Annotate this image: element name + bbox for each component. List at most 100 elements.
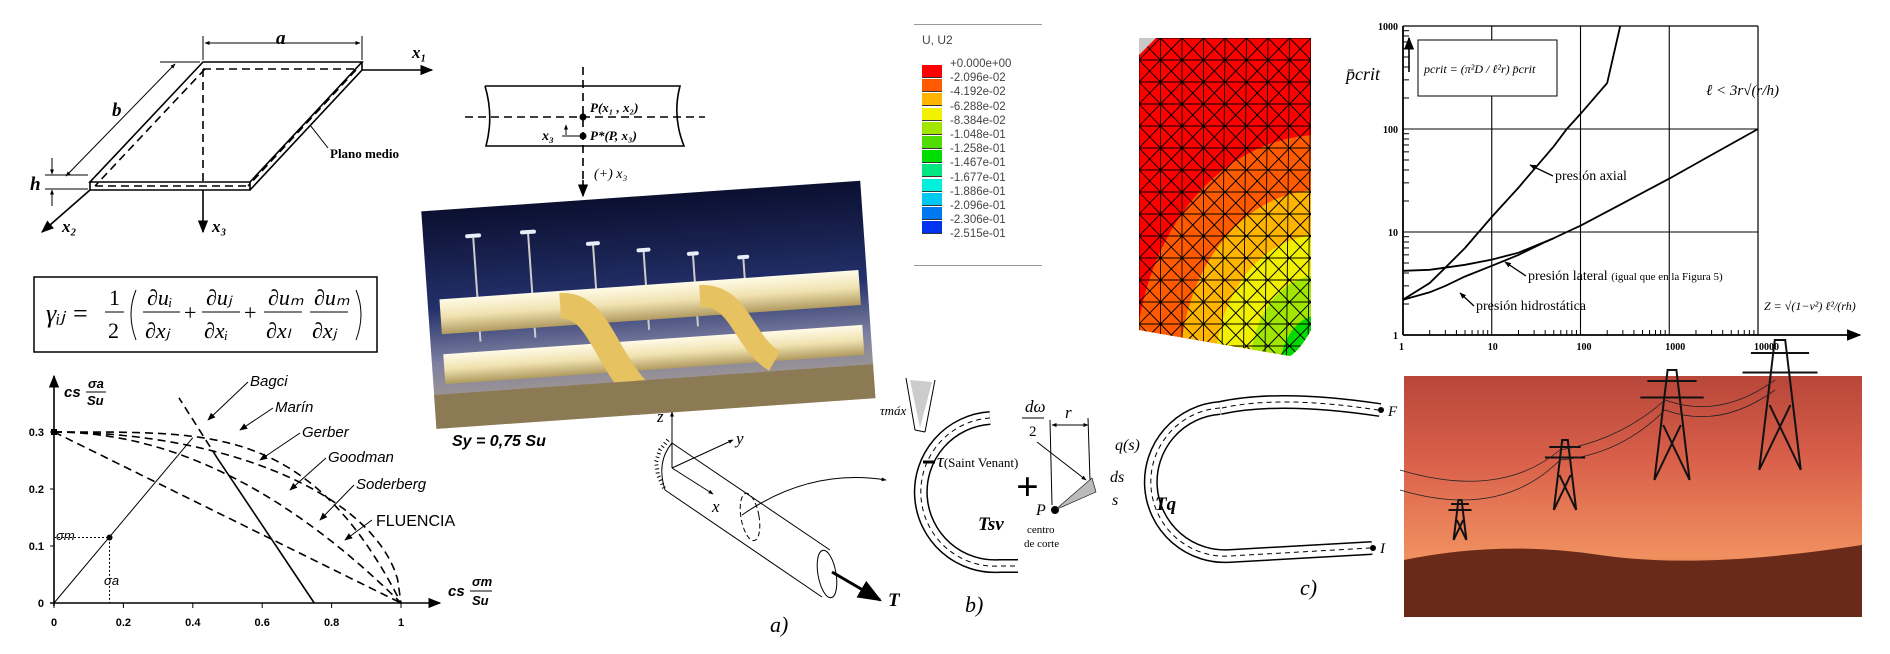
gc-y-tick: 0.1 (29, 541, 44, 553)
legend-swatch (922, 192, 942, 206)
eq-t3-num: ∂uₘ (268, 285, 304, 310)
plate-label-a: a (276, 28, 286, 49)
lc-annotation-arrow (1529, 164, 1554, 177)
lc-series-line (1402, 237, 1555, 301)
strain-equation: γᵢⱼ = 1 2 ∂uᵢ ∂xⱼ + ∂uⱼ ∂xᵢ + ∂uₘ ∂xₗ ∂u… (33, 276, 378, 353)
fatigue-criteria-chart: 0 0.2 0.4 0.6 0.8 100.10.20.3 cs σa Su cs σm … (29, 373, 493, 629)
gc-x-tick: 0.4 (185, 617, 201, 629)
legend-level: -1.886e-01 (950, 185, 1006, 198)
t-q-label: Tq (1155, 494, 1177, 515)
legend-swatch (922, 65, 942, 78)
torsion-figure: z y x T a) τmáx τ(Saint Venant) Tsv b) +… (653, 377, 1398, 637)
transmission-tower (1544, 439, 1586, 511)
gc-y-tick: 0.2 (29, 484, 44, 496)
point-p-torsion-label: P (1035, 502, 1046, 519)
gc-ylabel-den: Su (87, 393, 104, 408)
lc-x-tick: 10 (1488, 342, 1498, 353)
gc-x-tick: 1 (398, 617, 404, 629)
section-sketch: P(x₁ , x₂) P*(P, x₃) x₃ (+) x₃ (465, 67, 705, 198)
gc-label-soderberg: Soderberg (356, 476, 427, 493)
legend-level: -1.677e-01 (950, 171, 1006, 184)
eq-plus-1: + (184, 300, 196, 325)
lc-x-tick: 1000 (1665, 342, 1685, 353)
point-f-label: F (1387, 404, 1398, 420)
fem-legend: U, U2 +0.000e+00 -2.096e-02 -4.192e-02 -6.2… (914, 24, 1042, 266)
legend-swatch (922, 107, 942, 121)
lc-annotation-arrow (1459, 292, 1475, 307)
plate-label-b: b (112, 100, 122, 121)
transmission-tower (1742, 339, 1818, 471)
fem-mesh-plot (1139, 38, 1311, 356)
gc-operating-point (106, 534, 113, 541)
buckling-log-chart: 1 10 100 1000 10000 1 10 100 1000 p̄crit pcrit =… (1344, 22, 1862, 353)
legend-level: -6.288e-02 (950, 100, 1006, 113)
lc-annotation-arrow (1504, 261, 1527, 277)
point-i-label: I (1379, 541, 1386, 557)
lc-series-line (1402, 25, 1622, 301)
legend-level: -1.258e-01 (950, 143, 1006, 156)
d-omega-num: dω (1025, 397, 1046, 416)
pipes-photo (421, 180, 876, 429)
legend-swatch (922, 136, 942, 149)
t-sv-label: Tsv (978, 514, 1004, 535)
gc-x-tick: 0 (51, 617, 57, 629)
legend-swatch (922, 164, 942, 178)
tau-max-label: τmáx (880, 403, 907, 418)
legend-swatch (922, 79, 942, 93)
axis-x1-label: x₁ (411, 43, 426, 62)
lc-x-tick: 10000 (1754, 342, 1779, 353)
gc-sigma-a: σa (104, 573, 119, 588)
axis-x3-label: x₃ (211, 217, 227, 236)
offset-x3-label: x₃ (541, 129, 554, 144)
legend-level: -2.515e-01 (950, 228, 1006, 241)
gc-label-leader (289, 457, 327, 491)
gc-label-bagci: Bagci (250, 373, 288, 390)
eq-plus-2: + (244, 300, 256, 325)
legend-swatch (922, 207, 942, 220)
legend-level: +0.000e+00 (950, 58, 1012, 70)
eq-lhs: γᵢⱼ = (46, 299, 89, 328)
gc-xlabel: cs (448, 583, 465, 600)
lc-label-hydro: presión hidrostática (1476, 299, 1587, 314)
gc-label-leader (319, 484, 355, 521)
d-omega-den: 2 (1029, 424, 1037, 440)
shear-center-label-2: de corte (1024, 538, 1059, 550)
gc-label-leader (344, 519, 373, 541)
point-p-label: P(x₁ , x₂) (590, 100, 638, 115)
lc-ylabel: p̄crit (1344, 64, 1381, 84)
eq-t3-den: ∂xₗ (266, 318, 292, 343)
subfig-a-label: a) (770, 612, 788, 637)
fem-contour-band (1250, 275, 1311, 356)
torque-label: T (888, 590, 901, 611)
power-lines (1399, 379, 1776, 501)
eq-half-num: 1 (109, 285, 120, 310)
axis-plus-x3-label: (+) x₃ (594, 167, 627, 182)
gc-yield-line-extension (178, 397, 218, 459)
gc-xlabel-den: Su (472, 593, 489, 608)
legend-swatch (922, 93, 942, 107)
lc-x-tick: 100 (1577, 342, 1592, 353)
s-label: s (1112, 492, 1118, 509)
fem-legend-title: U, U2 (922, 33, 953, 47)
eq-t2-den: ∂xᵢ (204, 318, 228, 343)
fem-contour-band (1280, 315, 1311, 356)
gc-intersection-marker (51, 429, 57, 435)
subfig-c-label: c) (1300, 575, 1317, 600)
legend-swatch (922, 178, 942, 192)
lc-x-tick: 1 (1399, 342, 1404, 353)
gc-xlabel-num: σm (472, 574, 493, 589)
r-label: r (1065, 403, 1072, 422)
gc-load-line (53, 437, 194, 604)
gc-label-leader (259, 432, 301, 461)
eq-t2-num: ∂uⱼ (206, 285, 233, 310)
plate-label-h: h (30, 174, 41, 195)
axis-y-label: y (734, 429, 744, 448)
legend-swatch (922, 221, 942, 235)
gc-y-tick: 0.3 (29, 427, 44, 439)
lc-xlabel: Z = √(1−ν²) ℓ²/(rh) (1764, 299, 1856, 313)
legend-level: -1.467e-01 (950, 157, 1006, 170)
legend-level: -2.096e-02 (950, 72, 1006, 85)
plate-diagram: a b h x₁ x₂ x₃ Plano medio (30, 28, 434, 236)
transmission-tower (1640, 369, 1704, 481)
